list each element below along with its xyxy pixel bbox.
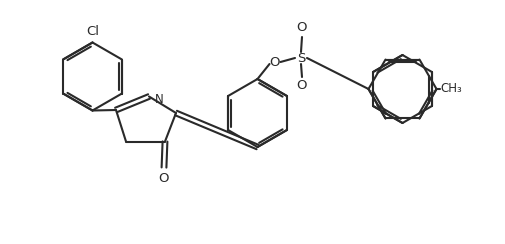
Text: CH₃: CH₃	[440, 82, 462, 95]
Text: O: O	[296, 80, 307, 92]
Text: S: S	[296, 51, 305, 64]
Text: O: O	[269, 57, 280, 70]
Text: N: N	[155, 93, 164, 106]
Text: Cl: Cl	[86, 26, 99, 39]
Text: O: O	[296, 21, 307, 34]
Text: O: O	[159, 172, 169, 185]
